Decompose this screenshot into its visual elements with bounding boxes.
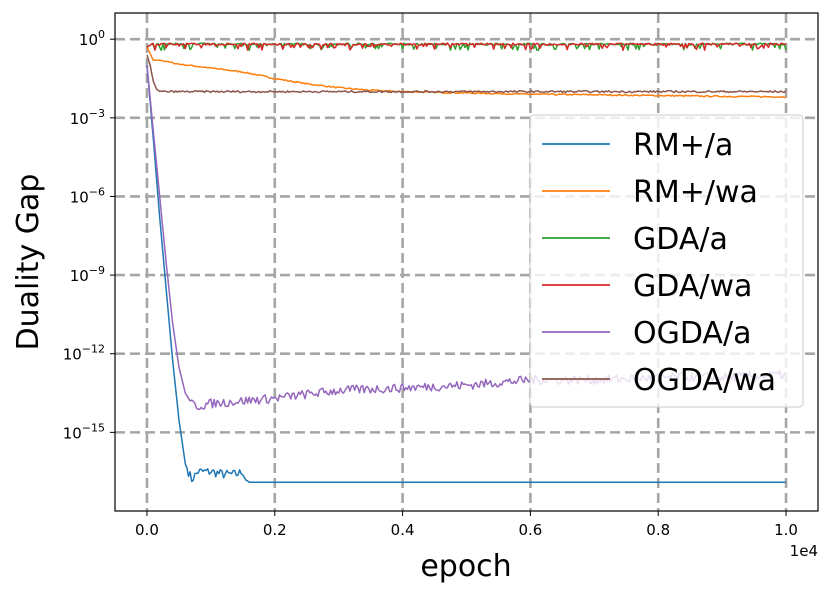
x-tick-label: 0.2 xyxy=(263,521,287,539)
legend-label: GDA/a xyxy=(633,222,728,257)
legend-label: RM+/a xyxy=(633,128,733,163)
series-line xyxy=(146,65,786,483)
x-tick-label: 0.6 xyxy=(518,521,542,539)
legend-label: RM+/wa xyxy=(633,175,758,210)
x-axis-label: epoch xyxy=(420,549,511,584)
y-axis-label: Duality Gap xyxy=(11,174,46,351)
series-line xyxy=(146,54,787,94)
plot-frame xyxy=(114,12,819,512)
y-tick-label: 10−6 xyxy=(70,185,105,206)
x-axis-ticks: 0.0 0.2 0.4 0.6 0.8 1.0 xyxy=(135,511,798,539)
x-tick-label: 1.0 xyxy=(774,521,798,539)
y-axis-ticks: 100 10−3 10−6 10−9 10−12 10−15 xyxy=(63,28,115,442)
y-tick-label: 10−12 xyxy=(63,343,105,364)
x-offset-label: 1e4 xyxy=(790,542,818,560)
x-tick-label: 0.8 xyxy=(646,521,670,539)
series-line xyxy=(146,42,787,52)
x-tick-label: 0.4 xyxy=(391,521,415,539)
x-tick-label: 0.0 xyxy=(135,521,159,539)
legend-box xyxy=(529,114,804,408)
legend: RM+/a RM+/wa GDA/a GDA/wa OGDA/a OGDA/wa xyxy=(529,114,804,408)
series-line xyxy=(146,46,787,99)
legend-label: OGDA/wa xyxy=(633,363,776,398)
legend-label: GDA/wa xyxy=(633,269,752,304)
legend-label: OGDA/a xyxy=(633,316,751,351)
y-tick-label: 10−15 xyxy=(63,421,105,442)
y-tick-label: 100 xyxy=(79,28,105,49)
y-tick-label: 10−3 xyxy=(70,107,105,128)
y-tick-label: 10−9 xyxy=(70,264,105,285)
